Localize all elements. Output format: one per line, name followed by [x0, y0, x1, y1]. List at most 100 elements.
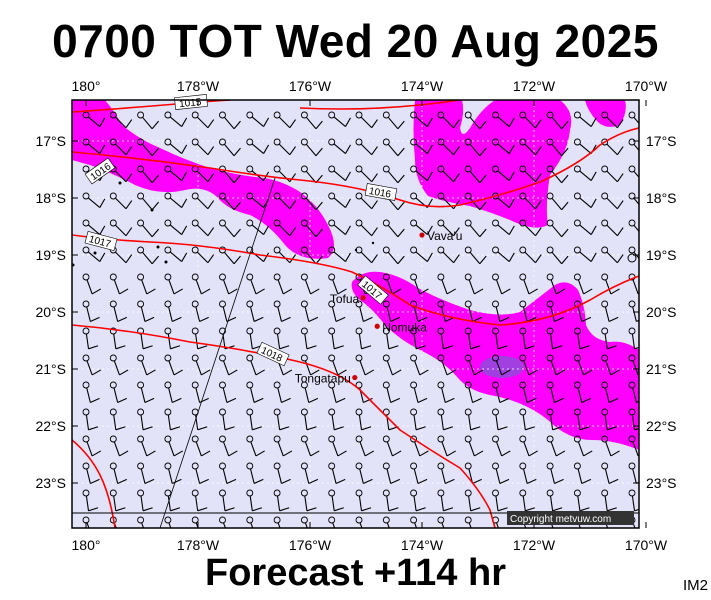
wind-barb [437, 435, 456, 457]
wind-barb [492, 111, 515, 127]
wind-barb [546, 408, 563, 431]
wind-barb [109, 138, 133, 156]
wind-barb [273, 138, 297, 156]
wind-barb [492, 138, 515, 154]
wind-barb [573, 489, 590, 512]
wind-barb [137, 354, 156, 376]
bottom-longitude-label: 170°W [625, 537, 668, 553]
wind-barb [573, 462, 592, 484]
wind-barb [628, 381, 639, 403]
wind-barb [601, 354, 620, 376]
wind-barb [164, 489, 181, 512]
wind-barb [137, 246, 160, 265]
place-tofua: Tofua [330, 292, 366, 306]
wind-barb [464, 381, 482, 403]
wind-barb [137, 138, 160, 157]
copyright-box [507, 511, 634, 525]
wind-barb [546, 138, 569, 157]
wind-barb [328, 327, 344, 350]
wind-barb [355, 354, 375, 376]
wind-barb [519, 192, 542, 210]
wind-barb [382, 435, 402, 457]
bottom-longitude-label: 174°W [401, 537, 444, 553]
wind-barb [601, 489, 617, 512]
place-label: Vava'u [427, 229, 462, 243]
wind-barb [246, 111, 270, 127]
wind-barb [191, 381, 209, 403]
precip-area-northeast-small [585, 100, 626, 127]
wind-barb [355, 192, 378, 210]
wind-barb [273, 165, 297, 183]
wind-barb [273, 462, 291, 484]
isobar-1019 [72, 439, 116, 528]
wind-barb [82, 246, 106, 262]
left-latitude-label: 20°S [35, 304, 66, 320]
wind-barb [492, 327, 508, 350]
wind-barb [519, 489, 535, 512]
wind-barb [410, 435, 429, 457]
wind-barb [382, 246, 405, 265]
wind-barb [382, 516, 390, 528]
wind-barb [328, 273, 347, 295]
wind-barb [164, 462, 182, 484]
bottom-longitude-label: 180° [72, 537, 101, 553]
wind-barb [355, 111, 378, 129]
wind-barb [628, 327, 639, 350]
wind-barb [573, 219, 597, 235]
wind-barb [328, 246, 351, 262]
wind-barb [164, 165, 188, 181]
wind-barb [601, 111, 624, 129]
wind-barb [519, 246, 542, 264]
wind-barb [300, 489, 317, 512]
wind-barb [355, 246, 378, 264]
wind-barb [437, 381, 455, 403]
place-vavau: Vava'u [419, 229, 462, 243]
wind-barb [410, 408, 426, 431]
wind-barb [109, 111, 133, 129]
wind-barb [628, 300, 639, 322]
wind-barb [355, 408, 372, 431]
wind-barb [246, 489, 262, 512]
wind-barb [437, 219, 460, 237]
wind-barb [137, 192, 160, 211]
wind-barb [437, 246, 460, 264]
wind-barb [300, 516, 308, 528]
wind-barb [82, 462, 100, 484]
wind-barb [273, 219, 297, 237]
wind-barb [137, 516, 145, 528]
wind-barb [519, 381, 537, 403]
wind-barb [519, 138, 542, 156]
place-tongatapu: Tongatapu [295, 372, 358, 386]
wind-barb [492, 165, 515, 181]
right-latitude-label: 22°S [646, 418, 677, 434]
wind-barb [628, 489, 639, 512]
wind-barb [382, 300, 401, 322]
wind-barb [355, 327, 372, 350]
wind-barb [137, 381, 155, 403]
wind-barb [109, 300, 128, 322]
wind-barb [519, 273, 538, 295]
wind-barb [219, 408, 235, 431]
wind-barb [464, 489, 481, 512]
wind-barb [273, 435, 293, 457]
wind-barb [410, 246, 433, 262]
wind-barb [273, 273, 293, 295]
place-markers: Vava'u Tofua Nomuka Tongatapu [295, 229, 463, 385]
place-label: Tofua [330, 292, 360, 306]
wind-barb [382, 327, 399, 350]
bottom-longitude-label: 172°W [513, 537, 556, 553]
svg-text:1016: 1016 [368, 186, 392, 201]
wind-barb [164, 300, 182, 322]
wind-barb [355, 138, 378, 156]
wind-barb [492, 354, 511, 376]
wind-barb [300, 246, 323, 265]
place-marker [374, 323, 380, 329]
wind-barb [601, 273, 620, 295]
wind-barb [573, 192, 597, 208]
wind-barb [437, 165, 460, 183]
wind-barb [464, 435, 484, 457]
map-frame [71, 99, 640, 529]
wind-barb [300, 462, 319, 484]
wind-barb [437, 489, 454, 512]
wind-barb [82, 111, 106, 127]
